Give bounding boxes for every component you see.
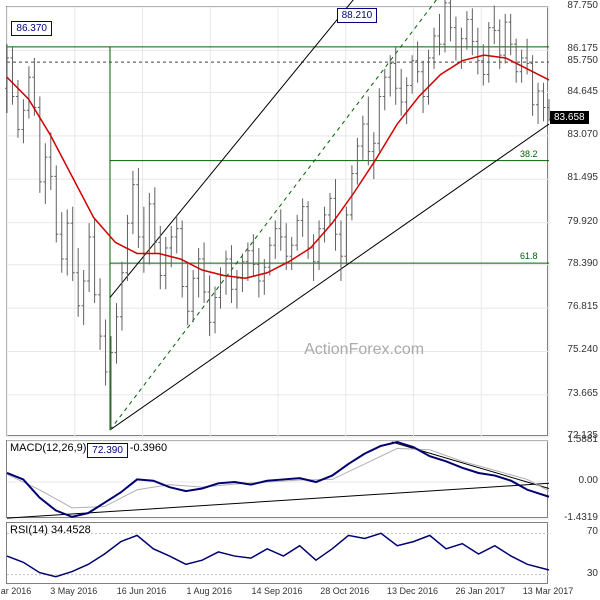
x-tick-label: 3 May 2016 [44,586,104,598]
y-tick-label: 81.495 [552,172,598,183]
price-annotation: 72.390 [87,443,128,458]
fib-label: 61.8 [520,251,538,261]
rsi-y-label: 30 [552,568,598,579]
price-panel[interactable] [6,6,548,436]
x-tick-label: 18 Mar 2016 [0,586,36,598]
rsi-title: RSI(14) 34.4528 [10,524,91,536]
y-tick-label: 87.750 [552,0,598,11]
macd-y-label: 0.00 [552,475,598,486]
y-tick-label: 86.175 [552,43,598,54]
y-tick-label: 83.070 [552,129,598,140]
x-tick-label: 13 Mar 2017 [518,586,578,598]
dashed-level-label: 85.750 [552,55,598,66]
watermark: ActionForex.com [304,341,424,359]
x-tick-label: 13 Dec 2016 [383,586,443,598]
y-tick-label: 79.920 [552,216,598,227]
x-tick-label: 28 Oct 2016 [315,586,375,598]
rsi-y-label: 70 [552,526,598,537]
y-tick-label: 75.240 [552,344,598,355]
current-price-box: 83.658 [550,111,589,124]
x-tick-label: 26 Jan 2017 [450,586,510,598]
y-tick-label: 84.645 [552,86,598,97]
y-tick-label: 76.815 [552,301,598,312]
x-tick-label: 1 Aug 2016 [179,586,239,598]
y-tick-label: 78.390 [552,258,598,269]
macd-y-label: -1.4319 [552,512,598,523]
x-tick-label: 16 Jun 2016 [112,586,172,598]
price-annotation: 86.370 [11,21,52,36]
x-tick-label: 14 Sep 2016 [247,586,307,598]
fib-label: 38.2 [520,149,538,159]
y-tick-label: 73.665 [552,388,598,399]
macd-y-label: 1.5881 [552,434,598,445]
price-annotation: 88.210 [337,8,378,23]
